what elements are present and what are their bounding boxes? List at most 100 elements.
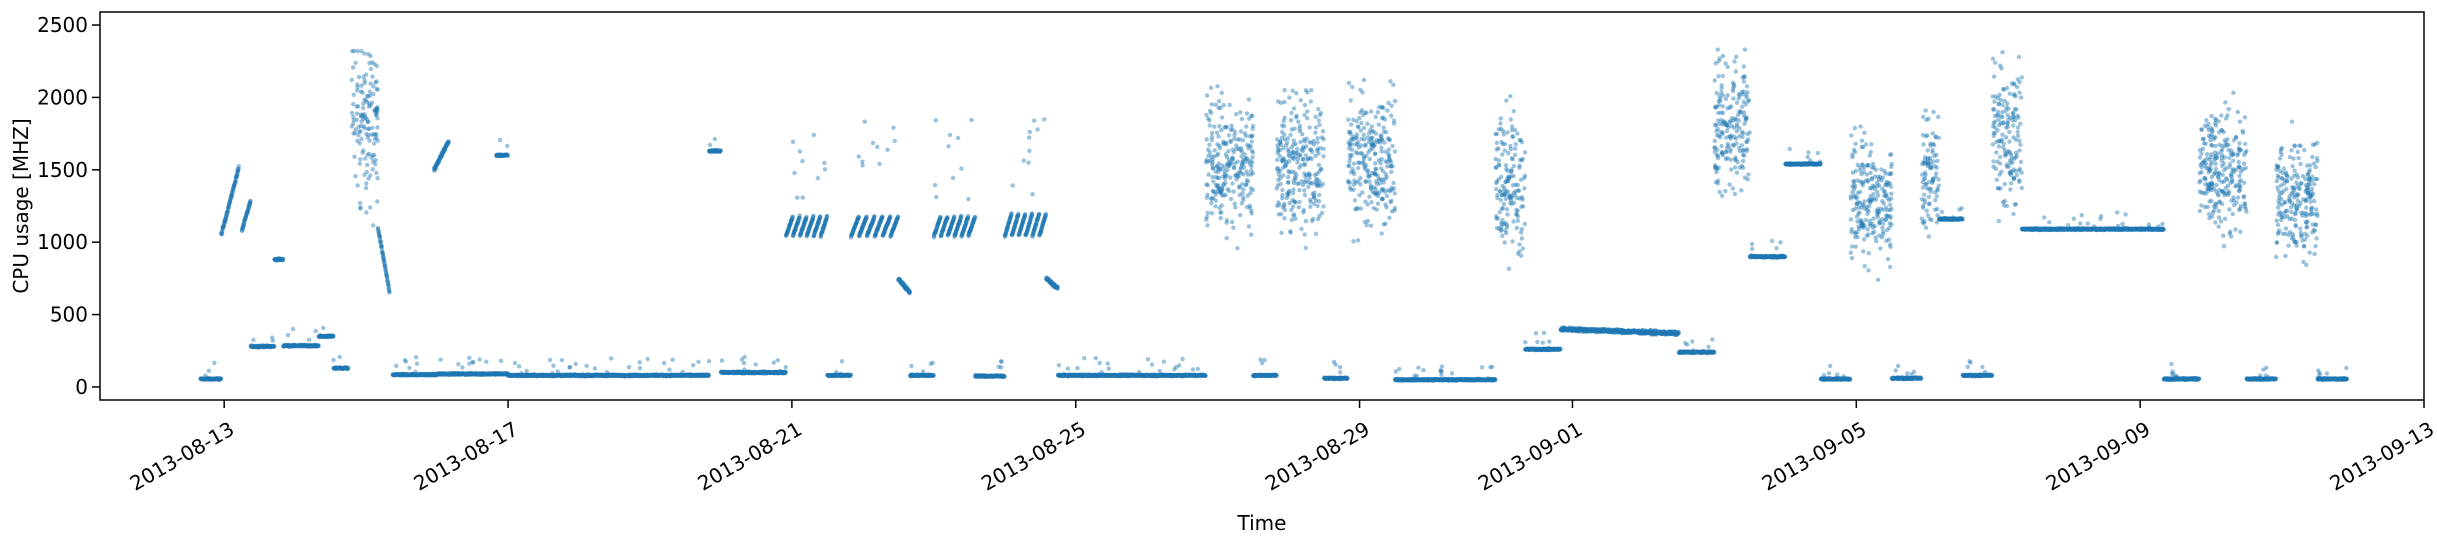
- data-point: [856, 215, 861, 220]
- data-point: [687, 372, 692, 377]
- data-point: [959, 166, 964, 171]
- data-point: [973, 372, 978, 377]
- data-point: [371, 223, 376, 228]
- data-point: [361, 116, 366, 122]
- data-point: [691, 363, 696, 368]
- data-point: [467, 361, 472, 366]
- data-point: [370, 74, 375, 79]
- data-point: [891, 125, 896, 130]
- data-point: [375, 125, 380, 130]
- data-point: [719, 358, 725, 363]
- data-point: [355, 138, 360, 144]
- data-point: [771, 360, 776, 365]
- data-point: [371, 141, 377, 146]
- data-point: [438, 357, 443, 362]
- data-point: [218, 376, 223, 382]
- data-point: [670, 357, 675, 362]
- data-point: [573, 361, 578, 367]
- data-point: [834, 369, 839, 375]
- data-point: [368, 173, 373, 178]
- data-point: [205, 377, 210, 382]
- data-point: [706, 373, 712, 378]
- data-point: [374, 79, 379, 84]
- data-point: [358, 123, 364, 129]
- data-point: [290, 326, 296, 332]
- data-point: [209, 377, 214, 382]
- data-point: [892, 138, 897, 144]
- data-point: [446, 139, 451, 145]
- data-point: [815, 176, 821, 181]
- data-point: [1027, 135, 1032, 140]
- data-point: [1032, 118, 1037, 123]
- data-point: [368, 53, 373, 59]
- data-point: [862, 119, 867, 124]
- data-point: [206, 375, 211, 381]
- data-point: [753, 362, 758, 367]
- data-point: [203, 376, 208, 382]
- data-point: [366, 119, 371, 125]
- data-point: [313, 328, 318, 334]
- data-point: [797, 149, 803, 154]
- data-point: [505, 153, 510, 158]
- data-points: [198, 47, 2350, 383]
- data-point: [607, 372, 612, 377]
- data-point: [1010, 183, 1015, 188]
- data-point: [790, 139, 796, 144]
- data-point: [211, 377, 216, 382]
- data-point: [316, 343, 321, 349]
- data-point: [203, 376, 208, 381]
- data-point: [371, 159, 376, 164]
- data-point: [208, 376, 213, 382]
- data-point: [205, 376, 210, 382]
- data-point: [200, 376, 206, 381]
- data-point: [367, 89, 373, 94]
- data-point: [206, 376, 212, 381]
- data-point: [795, 195, 800, 200]
- data-point: [254, 344, 259, 349]
- data-point: [792, 170, 797, 176]
- data-point: [818, 215, 823, 220]
- data-point: [822, 160, 827, 166]
- data-point: [204, 376, 209, 382]
- data-point: [201, 376, 206, 382]
- data-point: [718, 148, 723, 153]
- data-point: [200, 377, 206, 382]
- data-point: [205, 376, 210, 381]
- data-point: [202, 377, 207, 382]
- data-point: [661, 360, 667, 366]
- data-point: [210, 376, 216, 381]
- data-point: [403, 359, 408, 364]
- data-point: [209, 377, 214, 382]
- data-point: [207, 376, 213, 382]
- data-point: [211, 376, 216, 381]
- data-point: [456, 362, 461, 367]
- data-point: [907, 289, 913, 294]
- data-point: [375, 138, 380, 143]
- data-point: [367, 101, 372, 107]
- data-point: [321, 325, 326, 331]
- data-point: [966, 213, 971, 219]
- data-point: [489, 371, 495, 376]
- data-point: [205, 376, 211, 382]
- data-point: [996, 364, 1001, 369]
- data-point: [848, 372, 853, 378]
- data-point: [387, 289, 392, 295]
- data-point: [200, 377, 205, 382]
- data-point: [210, 376, 215, 382]
- data-point: [860, 159, 865, 164]
- data-point: [359, 136, 364, 142]
- data-point: [209, 376, 214, 382]
- data-point: [839, 359, 845, 364]
- data-point: [280, 256, 286, 261]
- data-point: [505, 143, 510, 149]
- data-point: [637, 366, 643, 371]
- data-point: [209, 377, 215, 382]
- data-point: [202, 376, 207, 382]
- data-point: [680, 369, 685, 374]
- data-point: [377, 235, 383, 240]
- data-point: [207, 376, 212, 382]
- data-point: [375, 176, 380, 181]
- data-point: [215, 377, 220, 382]
- data-point: [216, 376, 221, 382]
- data-point: [584, 363, 589, 368]
